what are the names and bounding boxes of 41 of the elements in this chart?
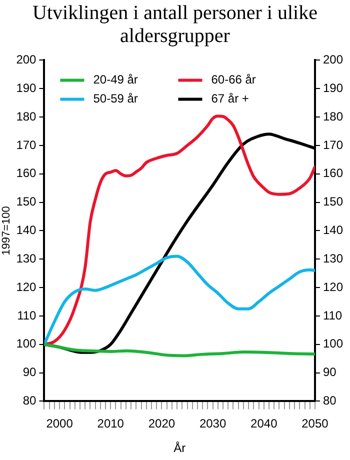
y-tick-label: 110 — [17, 308, 37, 322]
y2-tick-label: 160 — [322, 166, 344, 180]
y2-tick-label: 110 — [322, 308, 342, 322]
legend-label: 67 år + — [211, 92, 249, 106]
y2-tick-label: 140 — [322, 223, 344, 238]
line-series — [44, 342, 315, 358]
y2-tick-label: 180 — [322, 109, 344, 124]
line-series — [44, 254, 315, 346]
y2-tick-label: 200 — [322, 52, 344, 67]
y-tick-label: 160 — [16, 166, 37, 180]
y-tick-label: 100 — [16, 336, 37, 351]
x-tick-label: 2020 — [148, 416, 176, 431]
x-tick-label: 2010 — [97, 416, 124, 431]
y-tick-label: 180 — [16, 109, 37, 124]
x-axis-title: År — [174, 441, 186, 456]
y2-tick-label: 150 — [322, 194, 344, 209]
y2-tick-label: 130 — [322, 251, 344, 266]
y-tick-label: 170 — [16, 138, 37, 152]
legend-label: 20-49 år — [93, 72, 138, 87]
y2-tick-label: 190 — [322, 80, 344, 95]
x-tick-label: 2050 — [302, 416, 329, 431]
x-tick-label: 2000 — [46, 416, 74, 431]
y-tick-label: 120 — [16, 280, 37, 294]
y2-tick-label: 100 — [322, 336, 344, 351]
y2-tick-label: 80 — [322, 394, 337, 408]
legend-label: 50-59 år — [93, 92, 138, 106]
legend-label: 60-66 år — [211, 72, 256, 87]
y2-tick-label: 120 — [322, 280, 344, 294]
x-tick-label: 2030 — [199, 416, 226, 431]
y-tick-label: 150 — [16, 194, 37, 209]
y-tick-label: 90 — [22, 365, 37, 380]
chart-title: Utviklingen i antall personer i ulike aldersgrupper — [32, 1, 318, 49]
y2-tick-label: 170 — [322, 138, 344, 152]
y-tick-label: 80 — [22, 394, 37, 408]
y-tick-label: 140 — [16, 223, 37, 238]
y-tick-label: 190 — [16, 80, 37, 95]
y-axis-title: 1997=100 — [0, 206, 13, 256]
y-tick-label: 200 — [16, 52, 37, 67]
x-tick-label: 2040 — [250, 416, 278, 431]
y2-tick-label: 90 — [322, 365, 337, 380]
y-tick-label: 130 — [16, 251, 37, 266]
